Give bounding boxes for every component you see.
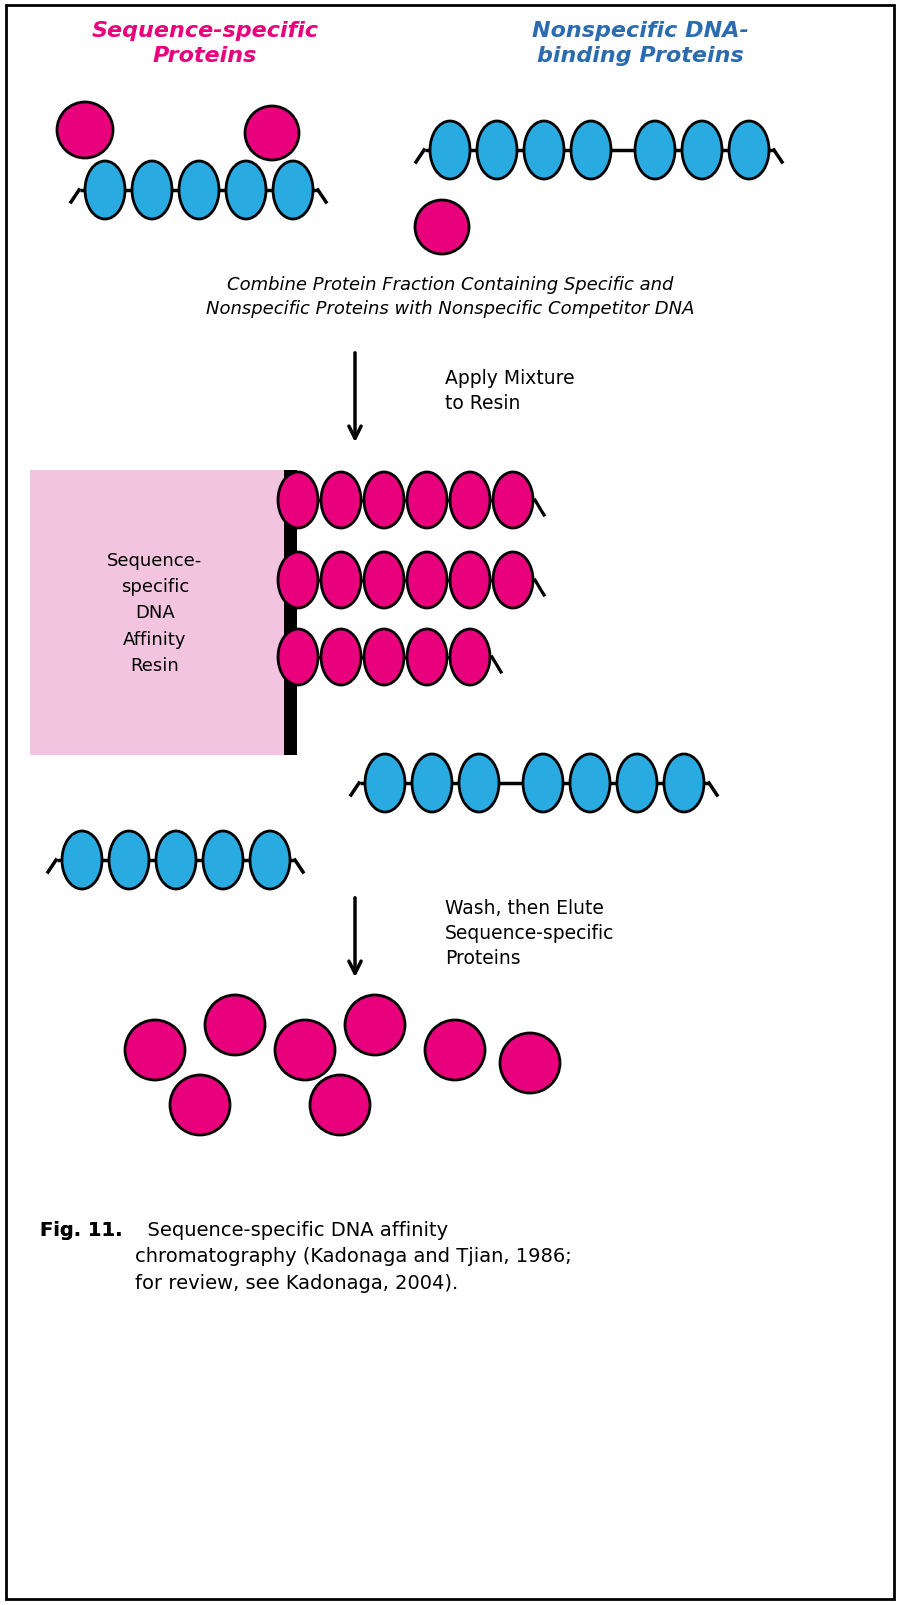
Ellipse shape <box>250 831 290 889</box>
Ellipse shape <box>226 162 266 220</box>
Bar <box>30 470 290 756</box>
Ellipse shape <box>321 473 361 528</box>
Ellipse shape <box>275 1021 335 1080</box>
Ellipse shape <box>570 754 610 812</box>
Ellipse shape <box>310 1075 370 1135</box>
Ellipse shape <box>278 473 318 528</box>
Ellipse shape <box>524 122 564 180</box>
Ellipse shape <box>62 831 102 889</box>
Ellipse shape <box>477 122 517 180</box>
Ellipse shape <box>493 473 533 528</box>
Ellipse shape <box>412 754 452 812</box>
Ellipse shape <box>450 473 490 528</box>
Ellipse shape <box>364 552 404 608</box>
Ellipse shape <box>493 552 533 608</box>
Ellipse shape <box>682 122 722 180</box>
Text: Wash, then Elute
Sequence-specific
Proteins: Wash, then Elute Sequence-specific Prote… <box>445 899 615 968</box>
Ellipse shape <box>407 629 447 685</box>
Text: Sequence-specific DNA affinity
chromatography (Kadonaga and Tjian, 1986;
for rev: Sequence-specific DNA affinity chromatog… <box>135 1220 572 1292</box>
Ellipse shape <box>125 1021 185 1080</box>
Text: Fig. 11.  Sequence-specific DNA affinity
chromatography (Kadonaga and Tjian, 198: Fig. 11. Sequence-specific DNA affinity … <box>40 1220 477 1292</box>
Ellipse shape <box>278 552 318 608</box>
Text: Fig. 11.: Fig. 11. <box>40 1220 122 1239</box>
Ellipse shape <box>430 122 470 180</box>
Ellipse shape <box>450 552 490 608</box>
Ellipse shape <box>179 162 219 220</box>
Ellipse shape <box>170 1075 230 1135</box>
Text: Nonspecific DNA-
binding Proteins: Nonspecific DNA- binding Proteins <box>532 21 749 66</box>
Ellipse shape <box>273 162 313 220</box>
Ellipse shape <box>365 754 405 812</box>
Ellipse shape <box>156 831 196 889</box>
Bar <box>284 470 296 756</box>
Ellipse shape <box>364 473 404 528</box>
Text: Fig. 11.: Fig. 11. <box>40 1220 122 1239</box>
Text: Sequence-
specific
DNA
Affinity
Resin: Sequence- specific DNA Affinity Resin <box>107 552 202 674</box>
Ellipse shape <box>85 162 125 220</box>
Ellipse shape <box>459 754 499 812</box>
Ellipse shape <box>415 201 469 255</box>
Ellipse shape <box>245 108 299 160</box>
Ellipse shape <box>407 473 447 528</box>
Ellipse shape <box>523 754 563 812</box>
Ellipse shape <box>203 831 243 889</box>
Ellipse shape <box>407 552 447 608</box>
Text: Sequence-specific
Proteins: Sequence-specific Proteins <box>92 21 319 66</box>
Ellipse shape <box>450 629 490 685</box>
Ellipse shape <box>321 552 361 608</box>
Text: Apply Mixture
to Resin: Apply Mixture to Resin <box>445 369 574 412</box>
Ellipse shape <box>345 995 405 1056</box>
Ellipse shape <box>278 629 318 685</box>
Ellipse shape <box>109 831 149 889</box>
Ellipse shape <box>425 1021 485 1080</box>
Ellipse shape <box>364 629 404 685</box>
Ellipse shape <box>57 103 113 159</box>
Ellipse shape <box>321 629 361 685</box>
Ellipse shape <box>635 122 675 180</box>
Ellipse shape <box>664 754 704 812</box>
Ellipse shape <box>205 995 265 1056</box>
Ellipse shape <box>500 1034 560 1093</box>
Ellipse shape <box>132 162 172 220</box>
Text: Combine Protein Fraction Containing Specific and
Nonspecific Proteins with Nonsp: Combine Protein Fraction Containing Spec… <box>206 276 694 318</box>
Ellipse shape <box>617 754 657 812</box>
Ellipse shape <box>729 122 769 180</box>
Ellipse shape <box>571 122 611 180</box>
